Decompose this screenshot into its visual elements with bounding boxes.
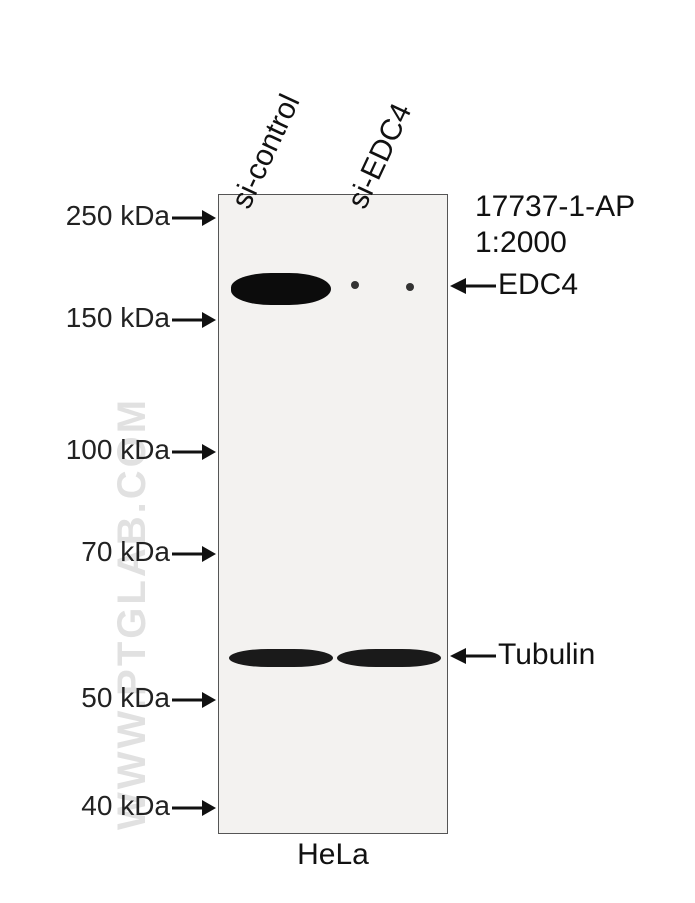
band-arrow-edc4: [450, 274, 496, 298]
marker-arrow-70: [172, 542, 216, 566]
western-blot-figure: WWW.PTGLAB.COM si-control si-EDC4 250 kD…: [0, 0, 695, 903]
marker-text-40: 40 kDa: [81, 790, 170, 821]
antibody-id-label: 17737-1-AP: [475, 190, 635, 224]
marker-label-150: 150 kDa: [40, 302, 170, 334]
band-edc4-lane2-speck-a: [351, 281, 359, 289]
band-label-tubulin: Tubulin: [498, 638, 595, 672]
marker-arrow-150: [172, 308, 216, 332]
blot-membrane: [218, 194, 448, 834]
marker-arrow-40: [172, 796, 216, 820]
band-label-edc4: EDC4: [498, 268, 578, 302]
marker-arrow-250: [172, 206, 216, 230]
marker-arrow-50: [172, 688, 216, 712]
marker-label-100: 100 kDa: [40, 434, 170, 466]
marker-label-40: 40 kDa: [54, 790, 170, 822]
marker-text-150: 150 kDa: [66, 302, 170, 333]
band-edc4-lane1: [231, 273, 331, 305]
marker-label-250: 250 kDa: [40, 200, 170, 232]
band-tubulin-lane2: [337, 649, 441, 667]
marker-arrow-100: [172, 440, 216, 464]
dilution-label: 1:2000: [475, 226, 567, 260]
sample-label-hela: HeLa: [218, 838, 448, 872]
marker-text-100: 100 kDa: [66, 434, 170, 465]
band-tubulin-lane1: [229, 649, 333, 667]
marker-text-70: 70 kDa: [81, 536, 170, 567]
marker-text-50: 50 kDa: [81, 682, 170, 713]
marker-label-70: 70 kDa: [54, 536, 170, 568]
marker-label-50: 50 kDa: [54, 682, 170, 714]
marker-text-250: 250 kDa: [66, 200, 170, 231]
band-edc4-lane2-speck-b: [406, 283, 414, 291]
band-arrow-tubulin: [450, 644, 496, 668]
